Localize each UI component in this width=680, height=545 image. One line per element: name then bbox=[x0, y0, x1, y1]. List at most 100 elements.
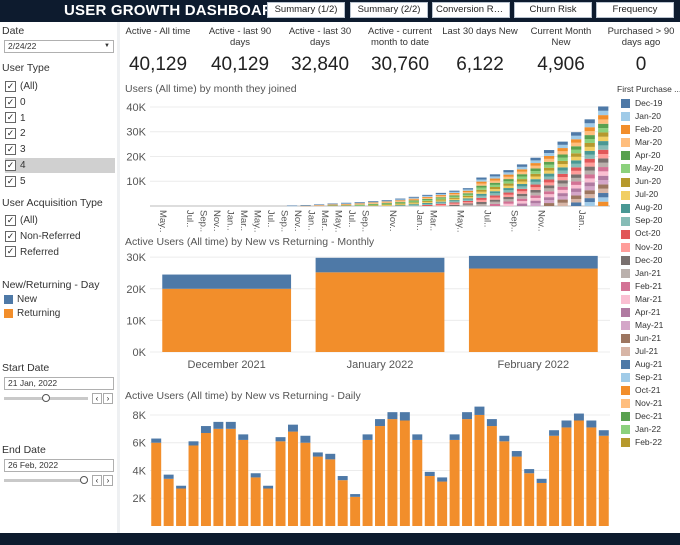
bar-new bbox=[462, 412, 472, 420]
bar-new bbox=[213, 421, 224, 429]
date-dropdown[interactable]: 2/24/22 ▼ bbox=[4, 40, 114, 53]
acquisition-item[interactable]: ✓ Referred bbox=[5, 245, 115, 260]
start-next-button[interactable]: › bbox=[103, 393, 113, 404]
bar-segment bbox=[395, 200, 406, 202]
bar-returning bbox=[573, 420, 584, 526]
chart-title-monthly-joined: Users (All time) by month they joined bbox=[125, 83, 297, 95]
x-tick-label: February 2022 bbox=[498, 359, 570, 371]
start-date-input[interactable]: 21 Jan, 2022 bbox=[4, 377, 114, 390]
x-tick-label: January 2022 bbox=[347, 359, 414, 371]
user-type-item[interactable]: ✓ 1 bbox=[5, 111, 115, 126]
tab-frequency[interactable]: Frequency bbox=[596, 2, 674, 18]
bar-segment bbox=[462, 190, 474, 192]
bar-segment bbox=[598, 110, 609, 116]
y-tick-label: 4K bbox=[133, 465, 147, 477]
x-tick-label: Nov.. bbox=[536, 210, 547, 231]
bar-segment bbox=[354, 202, 365, 204]
bar-returning bbox=[424, 476, 435, 526]
bar-segment bbox=[543, 164, 555, 168]
bar-returning bbox=[474, 414, 485, 526]
tab-conversion-rate[interactable]: Conversion Rate bbox=[432, 2, 510, 18]
tab-summary-1[interactable]: Summary (1/2) bbox=[267, 2, 345, 18]
legend-swatch bbox=[621, 125, 630, 135]
bar-segment bbox=[354, 204, 365, 205]
user-type-item[interactable]: ✓ 3 bbox=[5, 142, 115, 157]
start-prev-button[interactable]: ‹ bbox=[92, 393, 102, 404]
bar-returning bbox=[163, 478, 174, 526]
start-date-slider[interactable] bbox=[4, 394, 88, 402]
bar-segment bbox=[584, 178, 595, 183]
bar-segment bbox=[530, 197, 541, 201]
bar-segment bbox=[530, 165, 541, 169]
x-tick-label: May.. bbox=[157, 210, 168, 233]
checkbox-checked-icon[interactable]: ✓ bbox=[5, 214, 16, 226]
bar-segment bbox=[327, 203, 338, 205]
bar-segment bbox=[462, 188, 474, 190]
checkbox-checked-icon[interactable]: ✓ bbox=[5, 96, 16, 108]
bar-segment bbox=[571, 181, 582, 185]
checkbox-checked-icon[interactable]: ✓ bbox=[5, 144, 16, 156]
bar-returning bbox=[524, 473, 535, 526]
checkbox-checked-icon[interactable]: ✓ bbox=[5, 128, 16, 140]
bar-segment bbox=[435, 200, 447, 202]
tab-summary-2[interactable]: Summary (2/2) bbox=[350, 2, 428, 18]
bar-segment bbox=[516, 183, 528, 187]
bar-segment bbox=[598, 128, 609, 133]
legend-item-label: Mar-20 bbox=[635, 137, 662, 148]
user-type-item[interactable]: ✓ (All) bbox=[5, 79, 115, 94]
bar-segment bbox=[503, 194, 514, 198]
bar-segment bbox=[313, 204, 325, 205]
user-type-item-label: 2 bbox=[20, 128, 26, 140]
legend-item-label: Aug-21 bbox=[635, 358, 663, 369]
bar-segment bbox=[584, 158, 595, 163]
user-type-item[interactable]: ✓ 2 bbox=[5, 126, 115, 141]
kpi-value-last-30-new: 6,122 bbox=[456, 54, 504, 75]
checkbox-checked-icon[interactable]: ✓ bbox=[5, 112, 16, 124]
bar-returning bbox=[468, 268, 598, 352]
user-type-item[interactable]: ✓ 0 bbox=[5, 95, 115, 110]
acquisition-item[interactable]: ✓ Non-Referred bbox=[5, 229, 115, 244]
bar-segment bbox=[449, 201, 460, 203]
checkbox-checked-icon[interactable]: ✓ bbox=[5, 159, 16, 171]
bar-segment bbox=[571, 195, 582, 199]
bar-segment bbox=[422, 199, 433, 201]
bar-segment bbox=[584, 135, 595, 140]
bar-segment bbox=[462, 202, 474, 204]
bar-segment bbox=[408, 198, 419, 200]
end-prev-button[interactable]: ‹ bbox=[92, 475, 102, 486]
acquisition-item[interactable]: ✓ (All) bbox=[5, 213, 115, 228]
bar-segment bbox=[476, 189, 487, 192]
end-date-slider-handle[interactable] bbox=[80, 476, 88, 484]
bar-segment bbox=[571, 202, 582, 206]
bar-segment bbox=[435, 197, 447, 199]
bar-segment bbox=[354, 203, 365, 205]
bar-returning bbox=[176, 488, 187, 526]
kpi-label-active-month-to-date: Active - current month to date bbox=[368, 26, 432, 48]
legend-item-label: Jan-22 bbox=[635, 424, 661, 435]
end-date-slider[interactable] bbox=[4, 476, 88, 484]
bar-segment bbox=[381, 202, 392, 204]
start-date-slider-handle[interactable] bbox=[42, 394, 50, 402]
checkbox-checked-icon[interactable]: ✓ bbox=[5, 80, 16, 92]
y-tick-label: 20K bbox=[126, 151, 146, 163]
checkbox-checked-icon[interactable]: ✓ bbox=[5, 175, 16, 187]
legend-new: New bbox=[4, 293, 37, 307]
bar-segment bbox=[530, 203, 541, 206]
checkbox-checked-icon[interactable]: ✓ bbox=[5, 230, 16, 242]
user-type-item[interactable]: ✓ 5 bbox=[5, 174, 115, 189]
checkbox-checked-icon[interactable]: ✓ bbox=[5, 246, 16, 258]
end-next-button[interactable]: › bbox=[103, 475, 113, 486]
legend-item: Oct-21 bbox=[617, 384, 680, 397]
user-type-item[interactable]: ✓ 4 bbox=[5, 158, 115, 173]
bar-returning bbox=[499, 441, 510, 526]
x-tick-label: Mar.. bbox=[427, 210, 438, 231]
bar-segment bbox=[584, 150, 595, 155]
bar-segment bbox=[327, 204, 338, 206]
tab-churn-risk[interactable]: Churn Risk bbox=[514, 2, 592, 18]
user-type-item-label: 4 bbox=[20, 160, 26, 171]
bar-segment bbox=[584, 162, 595, 167]
legend-swatch bbox=[621, 412, 630, 422]
end-date-input[interactable]: 26 Feb, 2022 bbox=[4, 459, 114, 472]
bar-segment bbox=[557, 177, 568, 181]
bar-segment bbox=[476, 183, 487, 186]
